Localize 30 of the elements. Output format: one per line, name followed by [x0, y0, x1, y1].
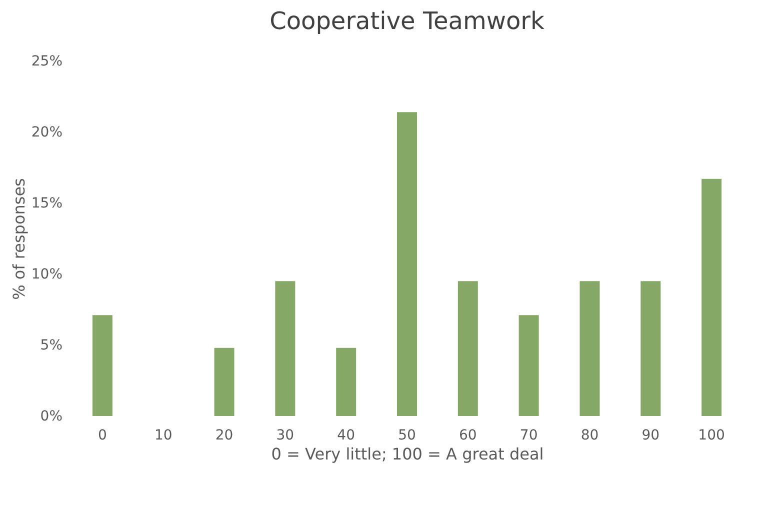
x-axis-title: 0 = Very little; 100 = A great deal [271, 444, 544, 464]
x-tick-label: 80 [580, 428, 599, 444]
y-tick-label: 10% [31, 266, 62, 282]
y-tick-label: 0% [40, 408, 62, 424]
bar [397, 112, 417, 416]
x-tick-label: 90 [642, 428, 660, 444]
bar [702, 178, 722, 416]
bar [518, 315, 539, 416]
x-tick-label: 30 [276, 428, 294, 444]
bar [336, 348, 356, 416]
x-tick-label: 100 [698, 428, 725, 444]
chart-title: Cooperative Teamwork [270, 7, 545, 35]
bar [92, 315, 112, 416]
x-tick-label: 0 [98, 428, 107, 444]
y-tick-label: 15% [31, 196, 62, 212]
x-tick-label: 40 [337, 428, 356, 444]
bar [275, 281, 296, 416]
y-tick-label: 20% [31, 124, 62, 140]
x-tick-label: 60 [458, 428, 477, 444]
x-tick-label: 10 [154, 428, 172, 444]
y-axis-title: % of responses [9, 178, 28, 300]
x-tick-label: 20 [215, 428, 234, 444]
y-tick-label: 25% [31, 54, 62, 70]
bar [640, 281, 661, 416]
x-tick-label: 50 [398, 428, 416, 444]
bar [458, 281, 478, 416]
bar [580, 281, 600, 416]
x-tick-label: 70 [520, 428, 538, 444]
y-tick-label: 5% [40, 338, 62, 354]
bar [214, 348, 234, 416]
